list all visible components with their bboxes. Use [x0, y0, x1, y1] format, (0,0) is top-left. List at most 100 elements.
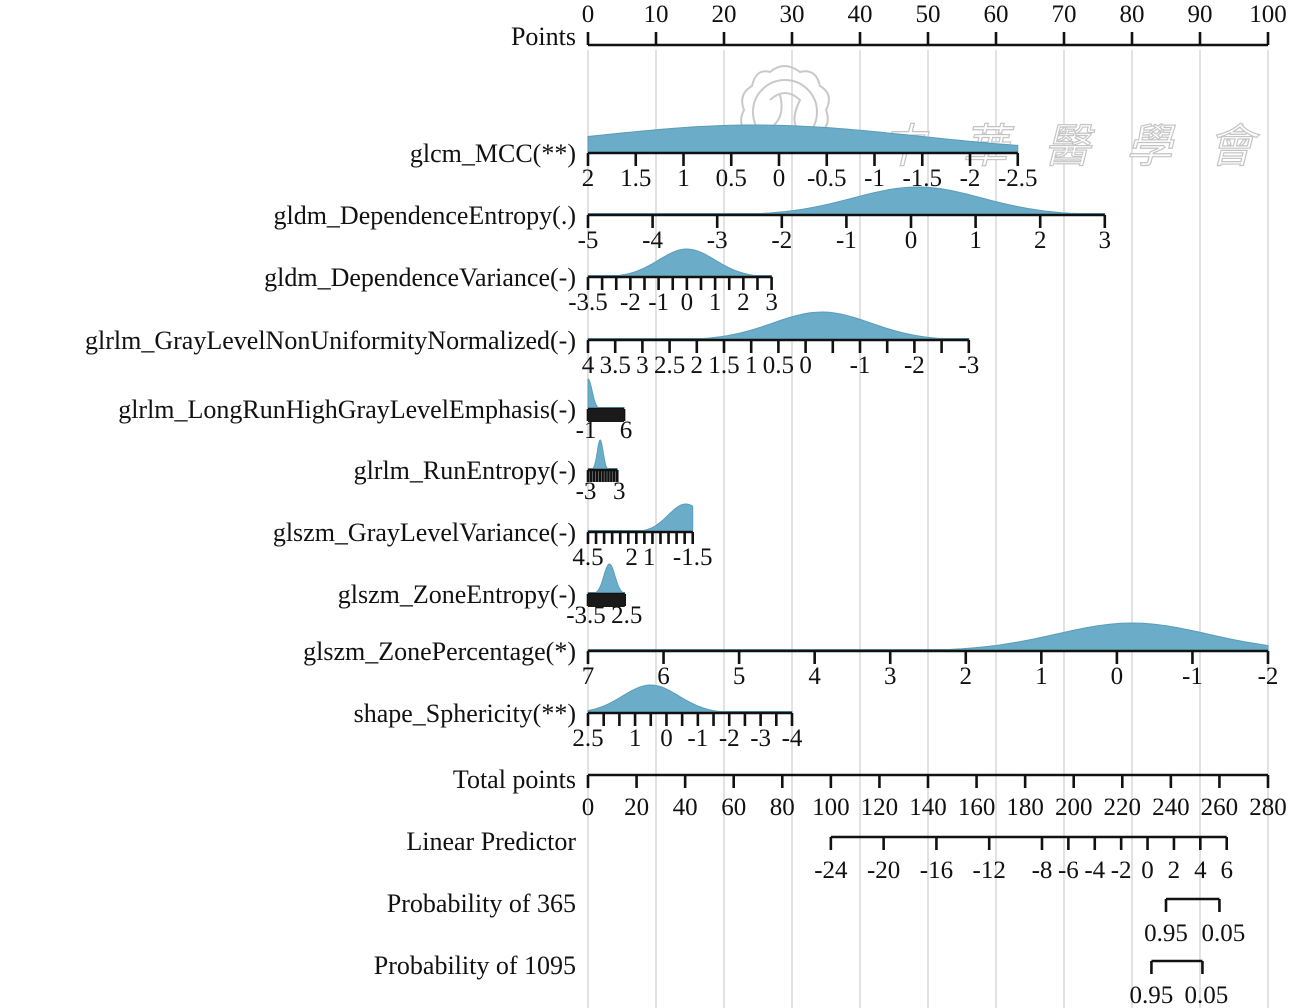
tick-label: 4 — [1194, 857, 1207, 884]
tick-label: 4 — [808, 663, 821, 690]
density-curve — [587, 248, 773, 278]
tick-label: -3.5 — [566, 602, 606, 629]
row-label: Probability of 1095 — [374, 951, 576, 980]
row-label: Total points — [453, 765, 576, 794]
tick-label: 3 — [884, 663, 897, 690]
row-label: glrlm_GrayLevelNonUniformityNormalized(-… — [85, 326, 576, 355]
tick-label: 100 — [1249, 1, 1287, 28]
tick-label: 2 — [691, 352, 704, 379]
tick-label: 1 — [709, 289, 722, 316]
tick-label: 2 — [1168, 857, 1181, 884]
density-curve — [587, 563, 626, 595]
tick-label: -3 — [576, 478, 597, 505]
tick-label: 5 — [733, 663, 746, 690]
tick-label: 1 — [969, 227, 982, 254]
row-label: Points — [511, 22, 576, 51]
tick-label: 180 — [1006, 794, 1044, 821]
row-label: gldm_DependenceVariance(-) — [264, 263, 576, 292]
tick-label: -2 — [771, 227, 792, 254]
tick-label: 0 — [799, 352, 812, 379]
row-label: glszm_ZonePercentage(*) — [303, 637, 576, 666]
tick-label: 4 — [582, 352, 595, 379]
tick-label: 6 — [620, 417, 633, 444]
tick-label: 2.5 — [611, 602, 642, 629]
tick-label: 0 — [905, 227, 918, 254]
density-curve — [587, 503, 694, 533]
tick-label: 70 — [1052, 1, 1077, 28]
density-curve — [587, 124, 1019, 154]
tick-label: 3 — [765, 289, 778, 316]
tick-label: 0 — [582, 1, 595, 28]
tick-label: 100 — [812, 794, 850, 821]
tick-label: -4 — [642, 227, 663, 254]
tick-label: -1.5 — [673, 544, 713, 571]
tick-label: 90 — [1188, 1, 1213, 28]
watermark: 中華醫學會 — [740, 65, 1255, 174]
tick-label: 1 — [677, 165, 690, 192]
tick-label: -0.5 — [807, 165, 847, 192]
row-label: Probability of 365 — [387, 889, 576, 918]
tick-label: -20 — [867, 857, 900, 884]
tick-label: -1 — [1182, 663, 1203, 690]
tick-label: -2.5 — [998, 165, 1038, 192]
tick-label: 0 — [773, 165, 786, 192]
tick-label: -2 — [960, 165, 981, 192]
tick-label: 0.95 — [1130, 982, 1174, 1008]
tick-label: 120 — [861, 794, 899, 821]
tick-label: -3 — [707, 227, 728, 254]
tick-label: -3.5 — [568, 289, 608, 316]
tick-label: 160 — [958, 794, 996, 821]
row-label: glrlm_RunEntropy(-) — [354, 456, 576, 485]
tick-label: 1 — [745, 352, 758, 379]
tick-label: 50 — [916, 1, 941, 28]
row-label: Linear Predictor — [406, 827, 576, 856]
row-label: gldm_DependenceEntropy(.) — [273, 201, 576, 230]
row-label: glcm_MCC(**) — [410, 139, 576, 168]
tick-label: 2.5 — [654, 352, 685, 379]
tick-label: 0.5 — [763, 352, 794, 379]
tick-label: -2 — [1111, 857, 1132, 884]
tick-label: 80 — [770, 794, 795, 821]
tick-label: 20 — [712, 1, 737, 28]
density-curve — [587, 439, 618, 471]
tick-label: 3 — [613, 478, 626, 505]
tick-label: -8 — [1032, 857, 1053, 884]
tick-label: 7 — [582, 663, 595, 690]
tick-label: 60 — [984, 1, 1009, 28]
tick-label: 2 — [1034, 227, 1047, 254]
tick-label: 0.05 — [1202, 920, 1246, 947]
tick-label: 2 — [960, 663, 973, 690]
density-curve — [587, 684, 793, 714]
tick-label: 4.5 — [572, 544, 603, 571]
tick-label: -5 — [578, 227, 599, 254]
tick-label: 1.5 — [620, 165, 651, 192]
tick-label: 40 — [848, 1, 873, 28]
tick-label: -1 — [687, 725, 708, 752]
tick-label: -3 — [958, 352, 979, 379]
tick-label: 2 — [582, 165, 595, 192]
tick-label: -1 — [648, 289, 669, 316]
tick-label: 1 — [1035, 663, 1048, 690]
tick-label: 40 — [673, 794, 698, 821]
tick-label: -24 — [814, 857, 848, 884]
tick-label: 0.05 — [1185, 982, 1229, 1008]
tick-label: 6 — [1220, 857, 1233, 884]
tick-label: 240 — [1152, 794, 1190, 821]
tick-label: 140 — [909, 794, 947, 821]
tick-label: 3 — [1099, 227, 1112, 254]
tick-label: 260 — [1201, 794, 1239, 821]
row-label: glszm_ZoneEntropy(-) — [338, 580, 576, 609]
density-curve — [587, 622, 1269, 652]
density-curve — [587, 378, 625, 410]
tick-label: -1 — [850, 352, 871, 379]
tick-label: 2 — [625, 544, 638, 571]
tick-label: 0 — [1111, 663, 1124, 690]
tick-label: 2 — [737, 289, 750, 316]
tick-label: 6 — [657, 663, 670, 690]
tick-label: 1 — [629, 725, 642, 752]
tick-label: 2.5 — [572, 725, 603, 752]
tick-label: 3.5 — [600, 352, 631, 379]
dense-tick-block — [588, 409, 625, 422]
